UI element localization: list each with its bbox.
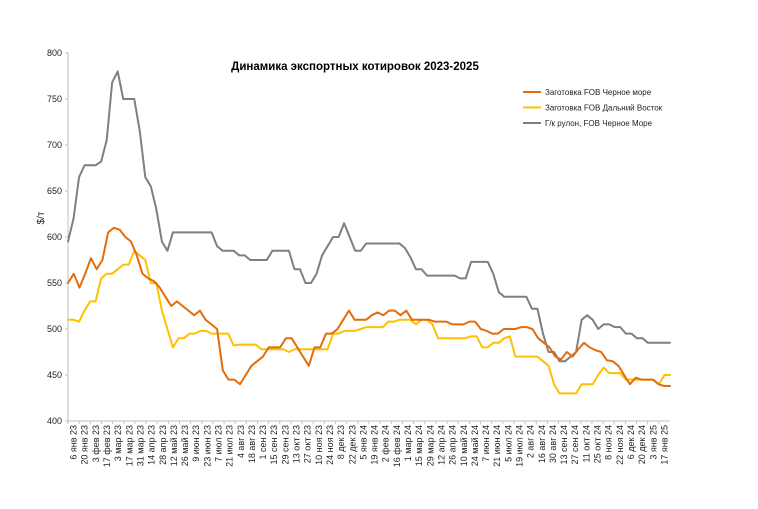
series-line-3 [67, 70, 671, 363]
y-tick-label: 400 [47, 416, 62, 426]
x-tick-label: 20 дек 24 [637, 425, 647, 464]
x-tick-label: 3 мар 23 [113, 425, 123, 461]
y-tick-labels: 400 450 500 550 600 650 700 750 800 [47, 48, 62, 426]
legend-label: Г/к рулон, FOB Черное Море [545, 119, 653, 128]
x-tick-label: 22 дек 23 [347, 425, 357, 464]
x-tick-label: 12 май 23 [169, 425, 179, 466]
x-tick-label: 21 июл 23 [225, 425, 235, 467]
x-tick-label: 16 авг 24 [537, 425, 547, 463]
x-tick-label: 18 авг 23 [247, 425, 257, 463]
y-tick-label: 650 [47, 186, 62, 196]
x-tick-label: 27 окт 23 [303, 425, 313, 463]
y-tick-label: 550 [47, 278, 62, 288]
x-tick-label: 2 фев 24 [381, 425, 391, 462]
x-tick-label: 3 фев 23 [91, 425, 101, 462]
series-line-2 [67, 249, 671, 395]
x-tick-label: 29 сен 23 [280, 425, 290, 465]
x-tick-label: 24 май 24 [470, 425, 480, 466]
x-tick-label: 29 мар 24 [425, 425, 435, 466]
x-tick-label: 12 апр 24 [436, 425, 446, 465]
y-tick-label: 700 [47, 140, 62, 150]
x-tick-label: 15 сен 23 [269, 425, 279, 465]
x-tick-label: 10 ноя 23 [314, 425, 324, 465]
x-tick-label: 17 мар 23 [124, 425, 134, 466]
x-tick-label: 28 апр 23 [158, 425, 168, 465]
x-tick-label: 2 авг 24 [526, 425, 536, 458]
series-lines [67, 70, 671, 395]
x-tick-label: 1 мар 24 [403, 425, 413, 461]
x-tick-label: 22 ноя 24 [615, 425, 625, 465]
x-tick-label: 5 июл 24 [503, 425, 513, 462]
x-tick-label: 20 янв 23 [80, 425, 90, 465]
x-tick-label: 4 авг 23 [236, 425, 246, 458]
x-tick-label: 6 дек 24 [626, 425, 636, 459]
x-tick-label: 31 мар 23 [135, 425, 145, 466]
x-tick-label: 9 июн 23 [191, 425, 201, 462]
x-tick-label: 6 янв 23 [69, 425, 79, 460]
x-tick-label: 17 фев 23 [102, 425, 112, 467]
y-tick-label: 800 [47, 48, 62, 58]
x-tick-label: 23 июн 23 [202, 425, 212, 467]
x-tick-label: 16 фев 24 [392, 425, 402, 467]
x-tick-label: 15 мар 24 [414, 425, 424, 466]
y-tick-label: 500 [47, 324, 62, 334]
y-axis-label: $/т [36, 211, 47, 224]
x-tick-label: 24 ноя 23 [325, 425, 335, 465]
x-tick-label: 26 май 23 [180, 425, 190, 466]
x-tick-label: 21 июн 24 [492, 425, 502, 467]
y-tick-label: 450 [47, 370, 62, 380]
x-tick-label: 11 окт 24 [581, 425, 591, 463]
chart-title: Динамика экспортных котировок 2023-2025 [231, 61, 479, 73]
x-tick-label: 5 янв 24 [358, 425, 368, 460]
x-tick-label: 13 окт 23 [292, 425, 302, 463]
x-tick-label: 7 июл 23 [214, 425, 224, 462]
x-tick-label: 10 май 24 [459, 425, 469, 466]
x-tick-label: 17 янв 25 [659, 425, 669, 465]
x-tick-label: 27 сен 24 [570, 425, 580, 465]
y-tick-label: 600 [47, 232, 62, 242]
x-tick-label: 1 сен 23 [258, 425, 268, 460]
x-tick-label: 13 сен 24 [559, 425, 569, 465]
x-tick-label: 3 янв 25 [648, 425, 658, 460]
x-tick-label: 8 дек 23 [336, 425, 346, 459]
series-line-1 [67, 226, 671, 388]
x-tick-labels: 6 янв 23 20 янв 23 3 фев 23 17 фев 23 3 мар … [69, 425, 670, 467]
legend-label: Заготовка FOB Черное море [545, 88, 652, 97]
x-tick-label: 26 апр 24 [448, 425, 458, 465]
x-tick-label: 25 окт 24 [593, 425, 603, 463]
legend-label: Заготовка FOB Дальний Восток [545, 104, 663, 113]
x-tick-label: 19 янв 24 [370, 425, 380, 465]
y-tick-label: 750 [47, 94, 62, 104]
x-tick-label: 8 ноя 24 [604, 425, 614, 460]
x-tick-label: 30 авг 24 [548, 425, 558, 463]
x-tick-label: 7 июн 24 [481, 425, 491, 462]
x-tick-label: 19 июл 24 [515, 425, 525, 467]
axes [65, 52, 670, 424]
x-tick-label: 14 апр 23 [147, 425, 157, 465]
legend: Заготовка FOB Черное море Заготовка FOB Д… [523, 88, 663, 128]
